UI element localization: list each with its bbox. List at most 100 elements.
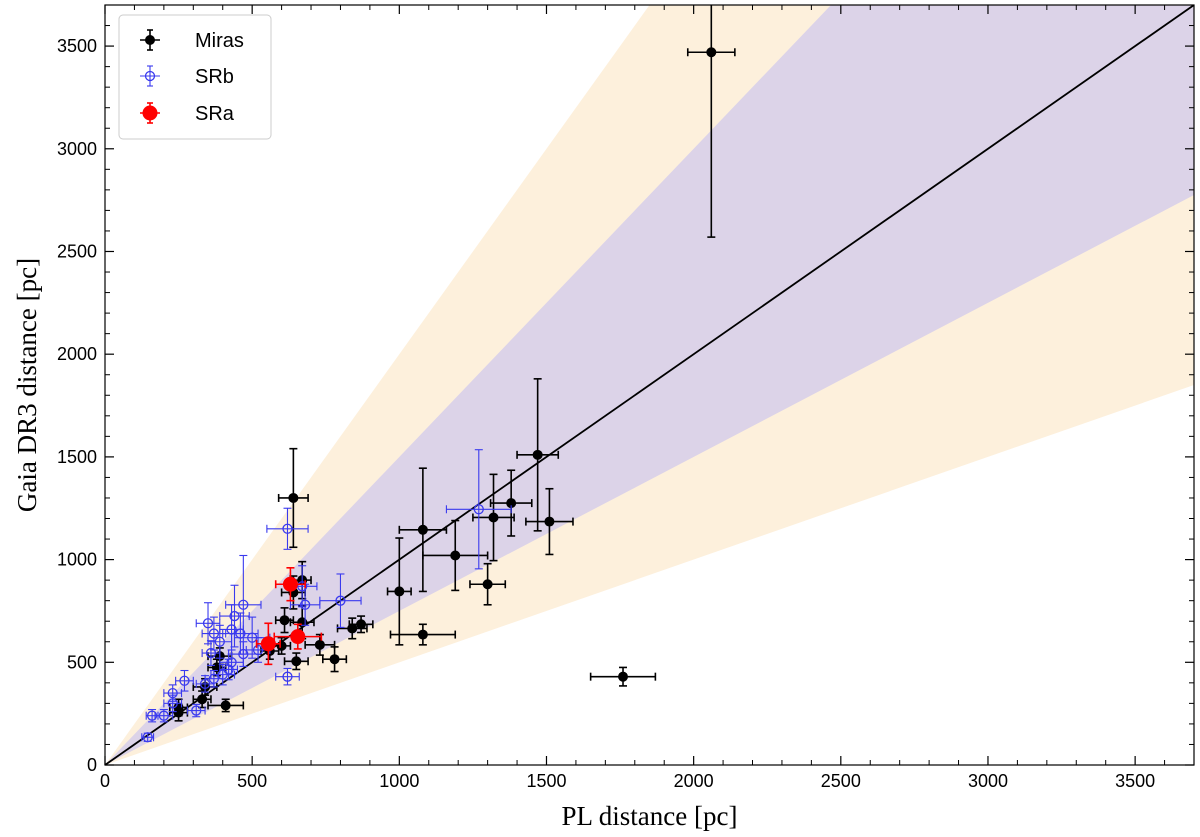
marker	[146, 710, 158, 721]
data-point	[389, 623, 457, 646]
marker	[282, 671, 293, 682]
y-tick-label: 2500	[57, 241, 97, 261]
marker	[191, 705, 202, 716]
marker	[208, 628, 220, 639]
legend-entry-srb: SRb	[140, 65, 234, 88]
y-tick-label: 0	[87, 755, 97, 775]
marker	[417, 629, 428, 640]
marker	[173, 707, 184, 718]
marker	[618, 671, 629, 682]
marker	[214, 636, 225, 647]
data-point	[348, 615, 374, 634]
data-point	[175, 669, 194, 692]
marker	[488, 512, 499, 523]
y-axis-label: Gaia DR3 distance [pc]	[12, 258, 42, 512]
x-tick-label: 2000	[674, 771, 714, 791]
x-axis-label: PL distance [pc]	[562, 801, 738, 831]
data-point	[275, 667, 300, 686]
marker	[142, 105, 158, 121]
data-point	[274, 607, 295, 634]
data-points	[141, 5, 736, 743]
data-point	[207, 698, 245, 713]
data-point	[266, 507, 309, 550]
x-tick-label: 3000	[968, 771, 1008, 791]
marker	[158, 710, 170, 721]
marker	[197, 694, 208, 705]
marker	[260, 636, 276, 652]
legend-label-miras: Miras	[195, 30, 244, 52]
data-point	[336, 617, 368, 640]
marker	[199, 678, 211, 690]
x-tick-label: 1000	[379, 771, 419, 791]
series-srb	[141, 449, 512, 743]
data-point	[321, 646, 348, 673]
data-point	[589, 666, 657, 687]
data-point	[283, 652, 309, 671]
marker	[282, 523, 293, 534]
legend-label-sra: SRa	[195, 103, 235, 125]
marker	[506, 498, 517, 509]
marker	[205, 647, 217, 659]
data-point	[201, 640, 221, 666]
data-point	[445, 449, 512, 570]
axis-ticks: 0 500 1000 1500 2000 2500 3000 3500 0 500 1000 1500…	[57, 5, 1194, 791]
data-point	[207, 624, 233, 659]
marker	[297, 581, 308, 592]
x-tick-label: 1500	[526, 771, 566, 791]
marker	[202, 618, 214, 629]
plot-frame	[104, 4, 1195, 766]
data-point	[386, 537, 412, 646]
data-point	[398, 467, 448, 593]
data-point	[525, 487, 574, 556]
data-point	[274, 567, 306, 602]
x-tick-label: 2500	[821, 771, 861, 791]
x-tick-label: 0	[100, 771, 110, 791]
data-point	[186, 703, 206, 718]
marker	[144, 70, 156, 82]
legend: Miras SRb SRa	[118, 14, 272, 140]
data-point	[422, 519, 489, 592]
data-point	[469, 562, 507, 606]
marker	[482, 579, 493, 590]
marker	[544, 516, 555, 527]
legend-box	[118, 14, 272, 140]
marker	[329, 654, 340, 665]
marker	[220, 700, 231, 711]
legend-entry-sra: SRa	[140, 102, 235, 125]
y-tick-label: 500	[67, 652, 97, 672]
marker	[238, 599, 249, 610]
y-tick-label: 1000	[57, 550, 97, 570]
data-point	[472, 473, 515, 562]
data-point	[145, 708, 159, 723]
one-to-one-line	[105, 5, 1194, 765]
data-point	[255, 622, 281, 666]
marker	[288, 492, 299, 503]
reference-line	[105, 5, 1194, 765]
marker	[279, 615, 290, 626]
series-sra	[255, 567, 323, 666]
marker	[314, 639, 325, 650]
marker	[282, 576, 298, 592]
marker	[335, 595, 346, 606]
data-point	[277, 447, 309, 549]
legend-label-srb: SRb	[195, 66, 234, 88]
data-point	[489, 469, 533, 537]
marker	[226, 657, 237, 668]
marker	[167, 698, 178, 709]
marker	[394, 586, 405, 597]
marker	[179, 675, 190, 686]
marker	[290, 629, 306, 645]
data-point	[289, 583, 321, 626]
marker	[229, 610, 240, 622]
data-point	[319, 573, 362, 628]
data-point	[163, 694, 183, 713]
data-point	[195, 675, 215, 693]
marker	[299, 599, 311, 610]
series-miras	[168, 5, 736, 722]
y-tick-label: 2000	[57, 344, 97, 364]
marker	[417, 524, 428, 535]
marker	[223, 664, 234, 675]
marker	[347, 623, 358, 634]
y-tick-label: 3000	[57, 139, 97, 159]
